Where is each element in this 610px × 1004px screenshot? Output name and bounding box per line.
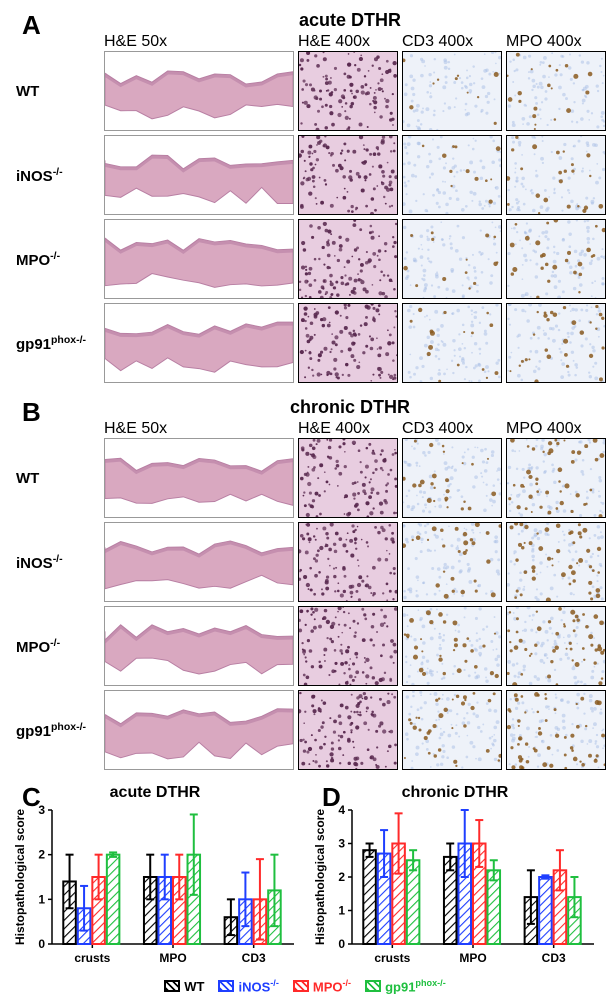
panel-letter-d: D: [322, 782, 341, 813]
panel-c-title: acute DTHR: [10, 784, 300, 802]
row-label: WT: [10, 83, 100, 100]
svg-text:MPO: MPO: [459, 951, 486, 965]
micrograph: [506, 522, 606, 602]
panel-d: D chronic DTHR 01234Histopathological sc…: [310, 784, 600, 974]
svg-text:3: 3: [338, 837, 345, 851]
svg-text:Histopathological score: Histopathological score: [13, 809, 27, 945]
micrograph: [104, 438, 294, 518]
col-header: H&E 400x: [298, 33, 398, 51]
panel-a: A acute DTHR H&E 50x H&E 400x CD3 400x M…: [10, 10, 600, 383]
micrograph: [402, 522, 502, 602]
col-header: H&E 400x: [298, 420, 398, 438]
micrograph: [298, 303, 398, 383]
svg-text:2: 2: [338, 870, 345, 884]
micrograph: [506, 219, 606, 299]
legend-item: iNOS-/-: [218, 978, 278, 994]
micrograph: [506, 303, 606, 383]
row-label: MPO-/-: [10, 250, 100, 269]
micrograph: [104, 606, 294, 686]
panel-d-title: chronic DTHR: [310, 784, 600, 802]
legend-swatch: [164, 980, 180, 992]
svg-text:1: 1: [338, 904, 345, 918]
col-header: MPO 400x: [506, 33, 606, 51]
row-label: iNOS-/-: [10, 553, 100, 572]
micrograph: [298, 606, 398, 686]
panel-letter-b: B: [22, 397, 41, 428]
svg-text:CD3: CD3: [242, 951, 266, 965]
micrograph: [104, 303, 294, 383]
micrograph: [104, 690, 294, 770]
panel-a-title: acute DTHR: [100, 10, 600, 31]
legend-label: gp91phox-/-: [385, 978, 446, 994]
micrograph: [402, 606, 502, 686]
panel-a-grid: WT iNOS-/- MPO-/- gp91phox-/-: [10, 51, 600, 383]
micrograph: [506, 135, 606, 215]
row-label: gp91phox-/-: [10, 334, 100, 353]
panel-letter-a: A: [22, 10, 41, 41]
legend-swatch: [218, 980, 234, 992]
micrograph: [402, 135, 502, 215]
svg-text:2: 2: [38, 848, 45, 862]
row-label: WT: [10, 470, 100, 487]
micrograph: [402, 303, 502, 383]
col-header: H&E 50x: [104, 33, 294, 51]
micrograph: [506, 606, 606, 686]
panel-a-header-row: H&E 50x H&E 400x CD3 400x MPO 400x: [10, 33, 600, 51]
micrograph: [298, 219, 398, 299]
legend-swatch: [293, 980, 309, 992]
svg-text:MPO: MPO: [159, 951, 186, 965]
legend-item: WT: [164, 978, 204, 994]
svg-text:0: 0: [38, 937, 45, 951]
svg-text:1: 1: [38, 892, 45, 906]
svg-text:crusts: crusts: [74, 951, 110, 965]
chart-c-svg: 0123Histopathological scorecrustsMPOCD3: [10, 804, 300, 974]
panel-letter-c: C: [22, 782, 41, 813]
legend-item: MPO-/-: [293, 978, 351, 994]
micrograph: [506, 690, 606, 770]
micrograph: [506, 51, 606, 131]
panel-b: B chronic DTHR H&E 50x H&E 400x CD3 400x…: [10, 397, 600, 770]
legend-swatch: [365, 980, 381, 992]
col-header: MPO 400x: [506, 420, 606, 438]
micrograph: [298, 522, 398, 602]
panel-b-header-row: H&E 50x H&E 400x CD3 400x MPO 400x: [10, 420, 600, 438]
panel-c: C acute DTHR 0123Histopathological score…: [10, 784, 300, 974]
micrograph: [104, 219, 294, 299]
chart-d-svg: 01234Histopathological scorecrustsMPOCD3: [310, 804, 600, 974]
micrograph: [402, 438, 502, 518]
micrograph: [104, 135, 294, 215]
row-label: iNOS-/-: [10, 166, 100, 185]
micrograph: [298, 690, 398, 770]
row-label: MPO-/-: [10, 637, 100, 656]
micrograph: [298, 51, 398, 131]
svg-text:CD3: CD3: [542, 951, 566, 965]
row-label: gp91phox-/-: [10, 721, 100, 740]
micrograph: [402, 690, 502, 770]
micrograph: [402, 51, 502, 131]
svg-text:crusts: crusts: [374, 951, 410, 965]
micrograph: [104, 51, 294, 131]
micrograph: [298, 135, 398, 215]
svg-text:0: 0: [338, 937, 345, 951]
col-header: H&E 50x: [104, 420, 294, 438]
panel-b-grid: WT iNOS-/- MPO-/- gp91phox-/-: [10, 438, 600, 770]
micrograph: [402, 219, 502, 299]
chart-legend: WT iNOS-/- MPO-/- gp91phox-/-: [10, 978, 600, 994]
legend-label: iNOS-/-: [238, 978, 278, 994]
legend-item: gp91phox-/-: [365, 978, 446, 994]
panel-b-title: chronic DTHR: [100, 397, 600, 418]
col-header: CD3 400x: [402, 33, 502, 51]
col-header: CD3 400x: [402, 420, 502, 438]
micrograph: [506, 438, 606, 518]
svg-text:Histopathological score: Histopathological score: [313, 809, 327, 945]
micrograph: [104, 522, 294, 602]
legend-label: MPO-/-: [313, 978, 351, 994]
legend-label: WT: [184, 979, 204, 994]
micrograph: [298, 438, 398, 518]
